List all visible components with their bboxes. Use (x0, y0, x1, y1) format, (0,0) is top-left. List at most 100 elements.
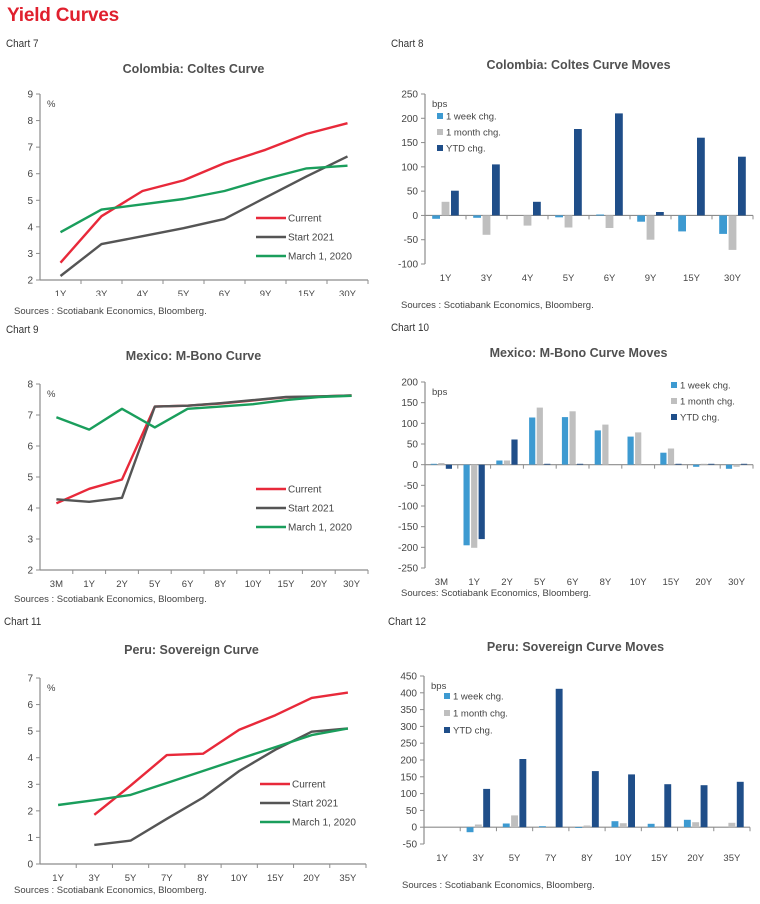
bar-1-week-chg-3y (466, 827, 474, 833)
legend-label: March 1, 2020 (288, 252, 352, 263)
x-tick-label: 3Y (96, 289, 108, 296)
bar-1-week-chg-30y (725, 464, 733, 469)
x-tick-label: 8Y (215, 579, 227, 589)
unit-label: bps (432, 99, 448, 110)
x-tick-label: 10Y (231, 873, 249, 883)
y-tick-label: 50 (407, 440, 419, 451)
bar-1-week-chg-3m (430, 463, 437, 465)
y-tick-label: 200 (400, 756, 417, 767)
y-tick-label: 400 (400, 688, 417, 699)
x-tick-label: 20Y (310, 579, 328, 589)
chart-panel-peru-sovereign-curve: Chart 11 Peru: Sovereign Curve 0 1 2 3 4 5 6 7%… (4, 616, 379, 904)
x-tick-label: 7Y (545, 853, 557, 864)
legend-label: Current (288, 485, 322, 496)
y-tick-label: 1 (27, 833, 33, 844)
bar-1-month-chg-3y (482, 215, 491, 235)
legend-label: 1 month chg. (453, 709, 508, 720)
x-tick-label: 8Y (581, 853, 593, 864)
chart-number: Chart 11 (4, 616, 42, 628)
y-tick-label: 2 (27, 566, 33, 577)
y-tick-label: 100 (400, 789, 417, 800)
bar-ytd-chg-3y (483, 788, 491, 828)
source-note: Sources : Scotiabank Economics, Bloomber… (402, 880, 595, 891)
source-note: Sources : Scotiabank Economics, Bloomber… (14, 306, 207, 317)
x-tick-label: 1Y (52, 873, 64, 883)
y-tick-label: 0 (411, 823, 417, 834)
y-tick-label: 50 (407, 187, 419, 198)
source-note: Sources : Scotiabank Economics, Bloomber… (14, 885, 207, 896)
bar-1-week-chg-15y (678, 215, 686, 232)
bar-1-week-chg-6y (561, 417, 569, 465)
y-tick-label: -150 (398, 522, 418, 533)
y-tick-label: 5 (27, 196, 33, 207)
y-tick-label: 350 (400, 705, 417, 716)
bar-ytd-chg-1y (451, 190, 459, 216)
bar-ytd-chg-3m (445, 464, 452, 469)
legend-swatch (671, 382, 677, 388)
bar-ytd-chg-2y (511, 439, 518, 465)
bar-1-week-chg-5y (529, 417, 536, 465)
legend-label: Start 2021 (288, 504, 335, 515)
bar-1-week-chg-3y (473, 215, 481, 218)
x-tick-label: 10Y (245, 579, 263, 589)
chart-panel-mexico-mbono-moves: Chart 10 Mexico: M-Bono Curve Moves -250… (391, 322, 760, 606)
x-tick-label: 1Y (468, 577, 480, 587)
source-note: Sources : Scotiabank Economics, Bloomber… (401, 300, 594, 311)
bar-ytd-chg-6y (577, 463, 584, 465)
bar-1-month-chg-9y (646, 215, 655, 240)
series-line-start-2021 (56, 394, 352, 503)
unit-label: bps (431, 681, 447, 692)
legend-swatch (437, 145, 443, 151)
chart-panel-peru-sovereign-moves: Chart 12 Peru: Sovereign Curve Moves -50… (388, 616, 760, 904)
bar-1-month-chg-20y (692, 822, 700, 828)
x-tick-label: 30Y (724, 273, 742, 284)
legend-label: 1 week chg. (446, 112, 497, 123)
series-line-current (59, 122, 348, 264)
y-tick-label: 0 (27, 860, 33, 871)
legend-swatch (437, 113, 443, 119)
y-tick-label: 150 (400, 772, 417, 783)
x-tick-label: 8Y (600, 577, 612, 587)
legend-swatch (671, 398, 677, 404)
legend-label: 1 week chg. (453, 692, 504, 703)
x-tick-label: 5Y (125, 873, 137, 883)
bar-ytd-chg-5y (519, 759, 527, 828)
x-tick-label: 9Y (260, 289, 272, 296)
y-tick-label: 200 (401, 114, 418, 125)
bar-ytd-chg-9y (656, 212, 664, 216)
bar-1-week-chg-2y (496, 460, 503, 465)
legend-label: 1 month chg. (446, 128, 501, 139)
y-tick-label: 5 (27, 473, 33, 484)
y-tick-label: -50 (403, 840, 418, 851)
y-tick-label: 3 (27, 780, 33, 791)
chart-number: Chart 7 (6, 38, 39, 50)
y-tick-label: 450 (400, 672, 417, 683)
bar-1-week-chg-1y (432, 215, 440, 219)
bar-ytd-chg-8y (591, 771, 599, 828)
series-line-start-2021 (94, 727, 349, 847)
x-tick-label: 10Y (615, 853, 633, 864)
y-tick-label: 4 (27, 504, 33, 515)
source-note: Sources : Scotiabank Economics, Bloomber… (14, 594, 207, 605)
y-tick-label: 150 (401, 398, 418, 409)
chart-panel-colombia-coltes-curve: Chart 7 Colombia: Coltes Curve 2 3 4 5 6 7 8 9%… (6, 38, 381, 320)
legend-label: Current (288, 214, 322, 225)
bar-1-month-chg-8y (602, 424, 609, 465)
x-tick-label: 35Y (339, 873, 357, 883)
bar-1-month-chg-5y (536, 407, 543, 465)
bar-1-month-chg-3m (438, 463, 445, 465)
chart-title: Peru: Sovereign Curve (124, 643, 259, 657)
x-tick-label: 1Y (83, 579, 95, 589)
chart-title: Mexico: M-Bono Curve Moves (489, 346, 668, 360)
legend-label: March 1, 2020 (288, 523, 352, 534)
bar-ytd-chg-20y (700, 785, 708, 828)
bar-1-month-chg-20y (700, 463, 707, 465)
x-tick-label: 7Y (161, 873, 173, 883)
chart-title: Colombia: Coltes Curve (122, 62, 265, 76)
legend-swatch (444, 693, 450, 699)
bar-chart: -100 -50 0 50 100 150 200 250 bps 1Y 3Y 4Y 5Y 6Y 9Y 15Y… (398, 90, 754, 284)
bar-1-week-chg-20y (683, 819, 691, 828)
bar-chart: -50 0 50 100 150 200 250 300 350 400 450 bps 1Y 3Y 5Y 7… (400, 672, 751, 864)
unit-label: % (47, 99, 56, 110)
x-tick-label: 5Y (178, 289, 190, 296)
